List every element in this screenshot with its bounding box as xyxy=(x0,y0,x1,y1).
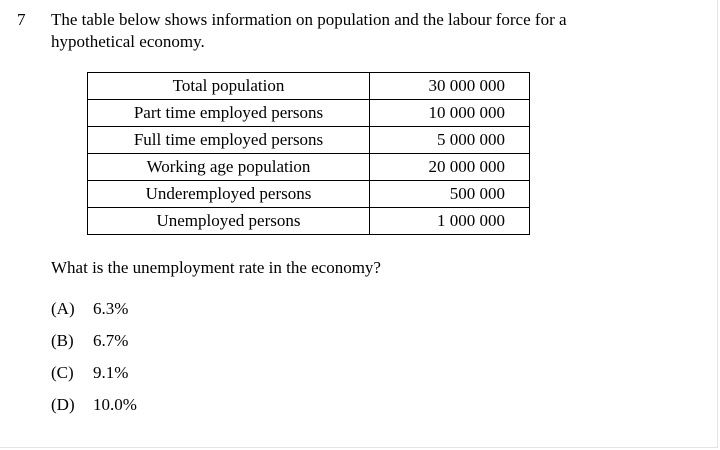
row-label: Underemployed persons xyxy=(87,180,370,208)
option-text: 6.3% xyxy=(93,299,129,318)
row-label: Working age population xyxy=(87,153,370,181)
table-row: Working age population 20 000 000 xyxy=(87,153,530,181)
table-row: Unemployed persons 1 000 000 xyxy=(87,207,530,235)
option-letter: (D) xyxy=(51,395,75,414)
row-value: 500 000 xyxy=(369,180,530,208)
row-value: 1 000 000 xyxy=(369,207,530,235)
question-stem: The table below shows information on pop… xyxy=(51,10,567,51)
row-value: 10 000 000 xyxy=(369,99,530,127)
question-prompt: What is the unemployment rate in the eco… xyxy=(51,258,381,277)
option-c[interactable]: (C) 9.1% xyxy=(51,362,128,384)
option-letter: (B) xyxy=(51,331,74,350)
question-number: 7 xyxy=(17,10,26,29)
row-label: Unemployed persons xyxy=(87,207,370,235)
option-d[interactable]: (D) 10.0% xyxy=(51,394,137,416)
option-a[interactable]: (A) 6.3% xyxy=(51,298,128,320)
table-row: Underemployed persons 500 000 xyxy=(87,180,530,208)
row-value: 20 000 000 xyxy=(369,153,530,181)
row-label: Part time employed persons xyxy=(87,99,370,127)
option-letter: (C) xyxy=(51,363,74,382)
option-text: 10.0% xyxy=(93,395,137,414)
row-label: Total population xyxy=(87,72,370,100)
row-value: 30 000 000 xyxy=(369,72,530,100)
table-row: Total population 30 000 000 xyxy=(87,72,530,100)
population-table: Total population 30 000 000 Part time em… xyxy=(87,72,530,235)
option-b[interactable]: (B) 6.7% xyxy=(51,330,128,352)
table-row: Part time employed persons 10 000 000 xyxy=(87,99,530,127)
option-letter: (A) xyxy=(51,299,75,318)
option-text: 9.1% xyxy=(93,363,129,382)
table-row: Full time employed persons 5 000 000 xyxy=(87,126,530,154)
row-label: Full time employed persons xyxy=(87,126,370,154)
option-text: 6.7% xyxy=(93,331,129,350)
row-value: 5 000 000 xyxy=(369,126,530,154)
